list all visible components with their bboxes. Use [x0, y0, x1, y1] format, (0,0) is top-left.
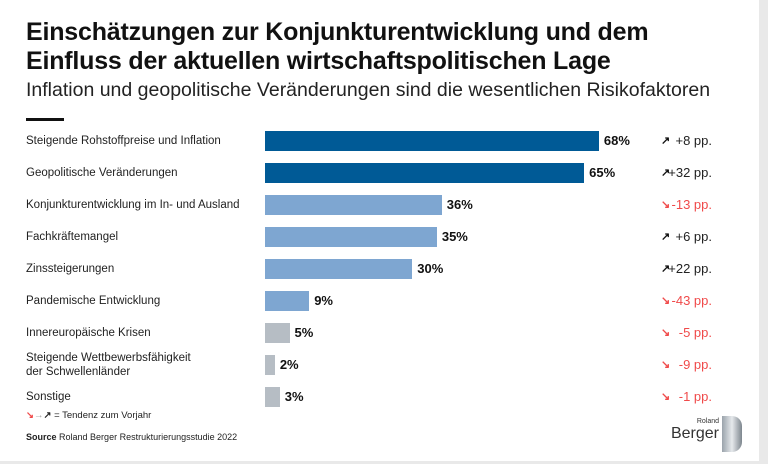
category-label-line: Pandemische Entwicklung [26, 295, 161, 307]
value-label: 36% [446, 197, 473, 212]
logo-roland: Roland [696, 418, 719, 425]
source: Source Roland Berger Restrukturierungsst… [26, 432, 237, 442]
value-label: 5% [294, 325, 314, 340]
value-label: 35% [441, 229, 468, 244]
change-label: +6 pp. [675, 229, 712, 244]
change-label: -5 pp. [678, 325, 712, 340]
category-label: Zinssteigerungen [26, 262, 114, 276]
change-label: -13 pp. [671, 197, 712, 212]
category-label: Steigende Wettbewerbsfähigkeit der Schwel… [26, 351, 191, 379]
category-label-line: der Schwellenländer [26, 366, 131, 378]
value-label: 9% [314, 293, 333, 308]
arrow-down-icon: ↘ [661, 327, 671, 339]
category-label: Steigende Rohstoffpreise und Inflation [26, 134, 221, 148]
change-label: -1 pp. [678, 389, 712, 404]
change-label: +32 pp. [668, 165, 712, 180]
bar [265, 355, 275, 375]
title-line-1: Einschätzungen zur Konjunkturentwicklung… [26, 18, 649, 46]
value-label: 68% [603, 133, 630, 148]
category-label: Geopolitische Veränderungen [26, 166, 178, 180]
change-label: +8 pp. [675, 133, 712, 148]
value-label: 3% [284, 389, 304, 404]
category-label: Konjunkturentwicklung im In- und Ausland [26, 198, 240, 212]
roland-berger-logo: Roland Berger [668, 414, 744, 454]
bar [265, 259, 413, 279]
source-text: Roland Berger Restrukturierungsstudie 20… [59, 432, 238, 442]
source-label: Source [26, 432, 57, 442]
category-label-line: Zinssteigerungen [26, 263, 115, 275]
subtitle: Inflation und geopolitische Veränderunge… [26, 79, 711, 101]
legend: ↘→↗ = Tendenz zum Vorjahr [26, 410, 151, 421]
category-label: Sonstige [26, 390, 71, 404]
arrow-up-icon: ↗ [43, 410, 52, 421]
category-label: Innereuropäische Krisen [26, 326, 151, 340]
value-label: 65% [589, 165, 616, 180]
category-label-line: Geopolitische Veränderungen [26, 167, 178, 179]
arrow-up-icon: ↗ [661, 263, 671, 275]
arrow-up-icon: ↗ [661, 231, 671, 243]
bar [265, 227, 437, 247]
arrow-right-icon: → [33, 410, 44, 421]
bar [265, 387, 280, 407]
arrow-down-icon: ↘ [661, 295, 671, 307]
change-label: -9 pp. [678, 357, 712, 372]
title-rule [26, 118, 64, 121]
category-label: Pandemische Entwicklung [26, 294, 160, 308]
logo-b-mark [722, 416, 742, 452]
category-label-line: Steigende Wettbewerbsfähigkeit [26, 352, 191, 364]
category-label: Fachkräftemangel [26, 230, 118, 244]
logo-berger: Berger [670, 425, 719, 442]
title-line-2: Einfluss der aktuellen wirtschaftspoliti… [26, 47, 611, 75]
category-label-line: Fachkräftemangel [26, 231, 119, 243]
category-label-line: Sonstige [26, 391, 71, 403]
value-label: 30% [417, 261, 444, 276]
bar [265, 131, 599, 151]
category-label-line: Innereuropäische Krisen [26, 327, 151, 339]
arrow-down-icon: ↘ [661, 199, 671, 211]
bar [265, 163, 585, 183]
change-label: +22 pp. [668, 261, 712, 276]
arrow-down-icon: ↘ [661, 359, 671, 371]
value-label: 2% [279, 357, 299, 372]
category-label-line: Konjunkturentwicklung im In- und Ausland [26, 199, 240, 211]
arrow-up-icon: ↗ [661, 135, 671, 147]
legend-text: = Tendenz zum Vorjahr [54, 410, 152, 421]
arrow-down-icon: ↘ [661, 391, 671, 403]
change-label: -43 pp. [671, 293, 712, 308]
bar [265, 195, 442, 215]
bar [265, 323, 290, 343]
category-label-line: Steigende Rohstoffpreise und Inflation [26, 135, 221, 147]
arrow-up-icon: ↗ [661, 167, 671, 179]
arrow-down-icon: ↘ [26, 410, 34, 421]
bar [265, 291, 310, 311]
